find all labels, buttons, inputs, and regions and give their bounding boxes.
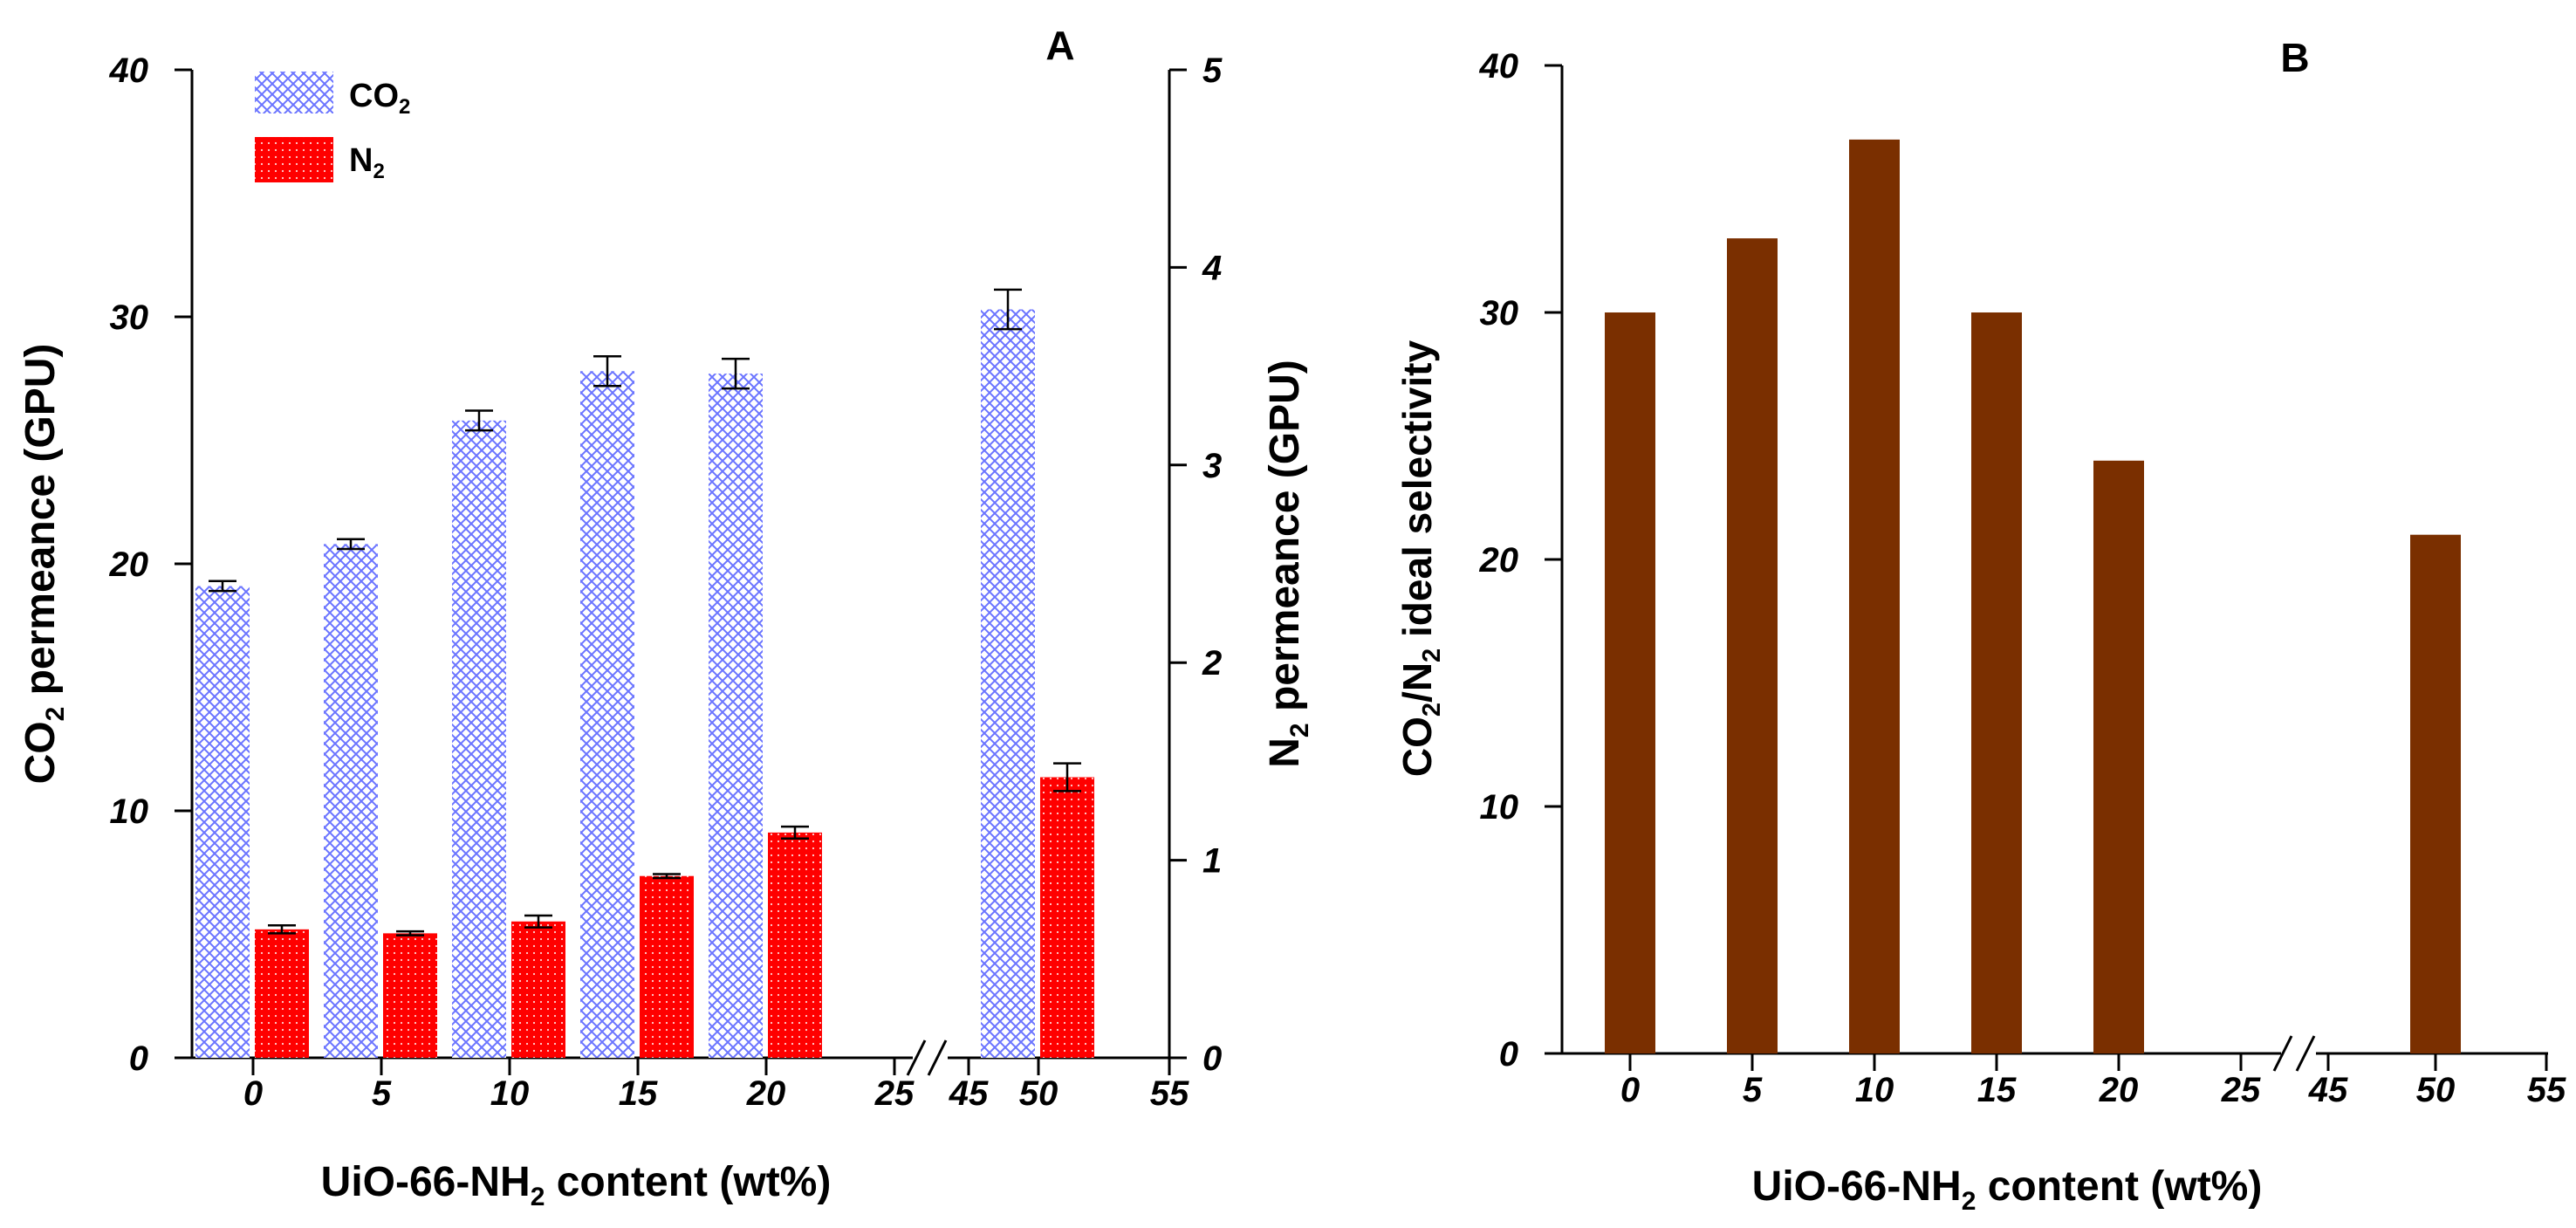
- selectivity-bar: [1849, 139, 1900, 1053]
- n2-bar: [383, 933, 437, 1058]
- panel-a-x-tick-label: 50: [1019, 1074, 1058, 1113]
- selectivity-bar: [2410, 534, 2461, 1053]
- panel-a-y-axis-title-right: N2 permeance (GPU): [1262, 360, 1314, 768]
- panel-a-legend: CO2 N2: [255, 72, 410, 183]
- panel-a-x-axis-title-text: UiO-66-NH2 content (wt%): [321, 1159, 832, 1211]
- panel-b-x-tick-label: 25: [2221, 1071, 2261, 1109]
- panel-a-left-tick-label: 0: [129, 1039, 148, 1078]
- panel-b-y-tick-label: 20: [1479, 541, 1519, 580]
- panel-a-right-tick-label: 3: [1202, 447, 1222, 485]
- panel-a-left-tick-label: 30: [110, 298, 149, 337]
- panel-a-axis-break-line: [927, 1039, 948, 1076]
- panel-b-x-tick-label: 5: [1743, 1071, 1763, 1109]
- panel-a-chart: CO2 permeance (GPU) N2 permeance (GPU) U…: [17, 23, 1314, 1211]
- panel-a-x-tick-label: 45: [949, 1074, 989, 1113]
- panel-a-x-tick-label: 0: [243, 1074, 263, 1113]
- panel-b-x-tick-label: 45: [2308, 1071, 2348, 1109]
- selectivity-bar: [1727, 238, 1778, 1054]
- n2-bar: [768, 832, 822, 1058]
- panel-b-y-axis-title-text: CO2/N2 ideal selectivity: [1394, 340, 1446, 778]
- panel-a-right-tick-label: 2: [1202, 644, 1222, 683]
- co2-bar: [452, 420, 506, 1058]
- panel-b-x-axis-title: UiO-66-NH2 content (wt%): [1752, 1163, 2263, 1216]
- panel-b-x-tick-label: 50: [2416, 1071, 2456, 1109]
- panel-a-right-tick-label: 4: [1202, 249, 1222, 287]
- panel-b-y-tick-label: 30: [1480, 294, 1519, 333]
- panel-a-x-tick-label: 5: [372, 1074, 392, 1113]
- panel-a-x-tick-label: 25: [874, 1074, 915, 1113]
- n2-bar: [1040, 777, 1094, 1058]
- panel-b-y-tick-label: 0: [1499, 1035, 1518, 1074]
- panel-a-right-tick-label: 1: [1202, 842, 1222, 881]
- panel-a-x-tick-label: 55: [1150, 1074, 1189, 1113]
- panel-b-chart: CO2/N2 ideal selectivity UiO-66-NH2 cont…: [1394, 35, 2566, 1216]
- panel-b-x-tick-label: 0: [1620, 1071, 1640, 1109]
- co2-bar: [195, 586, 250, 1058]
- legend-text-n2: N2: [349, 142, 385, 183]
- panel-a-y-axis-title-left-text: CO2 permeance (GPU): [17, 344, 70, 785]
- panel-a-y-axis-title-left: CO2 permeance (GPU): [17, 344, 70, 785]
- legend-label-co2: CO2: [349, 78, 410, 119]
- legend-swatch-co2: [255, 72, 333, 113]
- panel-a-left-tick-label: 40: [109, 51, 149, 90]
- n2-bar: [511, 921, 565, 1058]
- co2-bar: [580, 371, 634, 1058]
- selectivity-bar: [2093, 460, 2144, 1053]
- co2-bar: [709, 374, 763, 1059]
- panel-b-axis-break-line: [2272, 1035, 2293, 1072]
- panel-b-axis-break: [2272, 1035, 2316, 1072]
- legend-text-co2: CO2: [349, 78, 410, 119]
- panel-a-axis-break: [906, 1039, 948, 1076]
- panel-a-left-tick-label: 10: [110, 792, 149, 831]
- panel-b-label: B: [2280, 35, 2309, 80]
- panel-a-left-tick-label: 20: [109, 545, 149, 584]
- panel-b-y-tick-label: 10: [1480, 788, 1519, 827]
- panel-a-x-tick-label: 20: [746, 1074, 786, 1113]
- legend-swatch-n2: [255, 137, 333, 182]
- panel-a-label: A: [1045, 23, 1074, 68]
- panel-a-right-tick-label: 5: [1202, 51, 1223, 90]
- n2-bar: [255, 929, 309, 1058]
- panel-a-x-tick-label: 15: [619, 1074, 658, 1113]
- panel-b-y-axis-title: CO2/N2 ideal selectivity: [1394, 340, 1446, 778]
- panel-a-x-tick-label: 10: [490, 1074, 530, 1113]
- panel-a-y-axis-title-right-text: N2 permeance (GPU): [1262, 360, 1314, 768]
- panel-b-x-axis-title-text: UiO-66-NH2 content (wt%): [1752, 1163, 2263, 1216]
- panel-b-x-tick-label: 10: [1855, 1071, 1894, 1109]
- n2-bar: [640, 875, 694, 1058]
- co2-bar: [981, 309, 1035, 1058]
- panel-a-x-axis-title: UiO-66-NH2 content (wt%): [321, 1159, 832, 1211]
- panel-b-y-tick-label: 40: [1479, 47, 1519, 86]
- selectivity-bar: [1605, 312, 1655, 1053]
- panel-b-x-tick-label: 15: [1977, 1071, 2017, 1109]
- panel-a-axis-break-line: [906, 1039, 927, 1076]
- panel-a-right-tick-label: 0: [1202, 1039, 1222, 1078]
- panel-b-x-tick-label: 55: [2527, 1071, 2566, 1109]
- selectivity-bar: [1971, 312, 2022, 1053]
- legend-label-n2: N2: [349, 142, 385, 183]
- co2-bar: [324, 544, 378, 1058]
- panel-b-axis-break-line: [2295, 1035, 2316, 1072]
- panel-b-x-tick-label: 20: [2099, 1071, 2139, 1109]
